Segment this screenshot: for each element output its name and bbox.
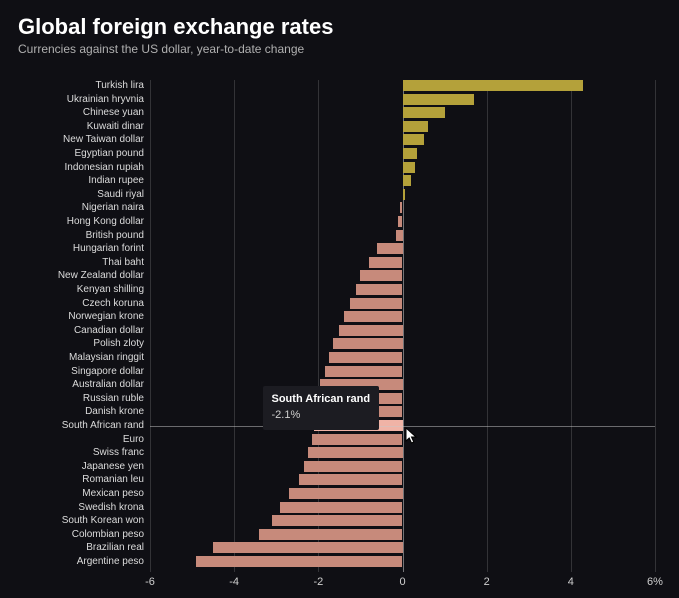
y-tick-label: Turkish lira bbox=[95, 80, 144, 91]
bar[interactable] bbox=[196, 556, 402, 567]
bar[interactable] bbox=[259, 529, 402, 540]
y-tick-label: South Korean won bbox=[62, 515, 144, 526]
bar[interactable] bbox=[308, 447, 403, 458]
gridline bbox=[150, 80, 151, 572]
bar[interactable] bbox=[325, 366, 403, 377]
bar[interactable] bbox=[213, 542, 402, 553]
y-tick-label: Norwegian krone bbox=[68, 311, 144, 322]
bar[interactable] bbox=[403, 175, 411, 186]
y-tick-label: Mexican peso bbox=[82, 488, 144, 499]
y-tick-label: Thai baht bbox=[102, 257, 144, 268]
y-tick-label: Polish zloty bbox=[93, 338, 144, 349]
bar[interactable] bbox=[369, 257, 403, 268]
x-tick-label: -6 bbox=[145, 576, 155, 588]
bar[interactable] bbox=[333, 338, 402, 349]
bar[interactable] bbox=[299, 474, 402, 485]
y-tick-label: Australian dollar bbox=[72, 379, 144, 390]
bar[interactable] bbox=[396, 230, 402, 241]
x-tick-label: 6% bbox=[647, 576, 663, 588]
y-tick-label: Argentine peso bbox=[77, 556, 144, 567]
gridline bbox=[571, 80, 572, 572]
x-tick-label: 0 bbox=[399, 576, 405, 588]
bar[interactable] bbox=[403, 162, 416, 173]
y-tick-label: Indian rupee bbox=[88, 175, 144, 186]
y-tick-label: Saudi riyal bbox=[97, 189, 144, 200]
y-tick-label: Kenyan shilling bbox=[77, 284, 144, 295]
gridline bbox=[655, 80, 656, 572]
highlight-line bbox=[150, 426, 655, 427]
bar[interactable] bbox=[403, 189, 405, 200]
chart-subtitle: Currencies against the US dollar, year-t… bbox=[18, 42, 304, 56]
bar[interactable] bbox=[289, 488, 403, 499]
bar[interactable] bbox=[350, 298, 403, 309]
bar[interactable] bbox=[272, 515, 402, 526]
gridline bbox=[487, 80, 488, 572]
bar[interactable] bbox=[344, 311, 403, 322]
bar[interactable] bbox=[400, 202, 402, 213]
y-tick-label: Indonesian rupiah bbox=[64, 162, 144, 173]
bar[interactable] bbox=[403, 107, 445, 118]
y-tick-label: Egyptian pound bbox=[74, 148, 144, 159]
y-tick-label: New Zealand dollar bbox=[58, 270, 144, 281]
y-tick-label: Swiss franc bbox=[93, 447, 144, 458]
chart-title: Global foreign exchange rates bbox=[18, 14, 333, 40]
gridline bbox=[234, 80, 235, 572]
y-tick-label: Malaysian ringgit bbox=[69, 352, 144, 363]
bar[interactable] bbox=[403, 134, 424, 145]
y-tick-label: Danish krone bbox=[85, 406, 144, 417]
chart-frame: Global foreign exchange rates Currencies… bbox=[0, 0, 679, 598]
bar[interactable] bbox=[329, 352, 403, 363]
y-tick-label: Canadian dollar bbox=[74, 325, 144, 336]
y-tick-label: Singapore dollar bbox=[71, 366, 144, 377]
bar[interactable] bbox=[403, 80, 584, 91]
bar[interactable] bbox=[280, 502, 402, 513]
y-tick-label: Hong Kong dollar bbox=[67, 216, 144, 227]
plot-area[interactable] bbox=[150, 80, 655, 572]
bar[interactable] bbox=[403, 94, 475, 105]
y-tick-label: South African rand bbox=[62, 420, 144, 431]
bar[interactable] bbox=[377, 243, 402, 254]
y-tick-label: Japanese yen bbox=[82, 461, 144, 472]
bar[interactable] bbox=[320, 379, 402, 390]
y-tick-label: Czech koruna bbox=[82, 298, 144, 309]
y-tick-label: Russian ruble bbox=[83, 393, 144, 404]
y-tick-label: British pound bbox=[86, 230, 144, 241]
bar[interactable] bbox=[316, 406, 402, 417]
y-tick-label: Brazilian real bbox=[86, 542, 144, 553]
bar[interactable] bbox=[403, 121, 428, 132]
x-tick-label: -4 bbox=[229, 576, 239, 588]
y-tick-label: Ukrainian hryvnia bbox=[67, 94, 144, 105]
y-tick-label: Romanian leu bbox=[82, 474, 144, 485]
y-tick-label: Kuwaiti dinar bbox=[87, 121, 144, 132]
y-tick-label: Colombian peso bbox=[72, 529, 144, 540]
bar[interactable] bbox=[403, 148, 418, 159]
bar[interactable] bbox=[304, 461, 403, 472]
y-tick-label: Hungarian forint bbox=[73, 243, 144, 254]
bar[interactable] bbox=[360, 270, 402, 281]
x-tick-label: 2 bbox=[484, 576, 490, 588]
y-tick-label: New Taiwan dollar bbox=[63, 134, 144, 145]
bar[interactable] bbox=[356, 284, 402, 295]
bar[interactable] bbox=[312, 434, 402, 445]
bar[interactable] bbox=[318, 393, 402, 404]
y-tick-label: Chinese yuan bbox=[83, 107, 144, 118]
y-tick-label: Swedish krona bbox=[78, 502, 144, 513]
bar[interactable] bbox=[339, 325, 402, 336]
bar[interactable] bbox=[398, 216, 402, 227]
y-tick-label: Nigerian naira bbox=[82, 202, 144, 213]
y-tick-label: Euro bbox=[123, 434, 144, 445]
x-tick-label: 4 bbox=[568, 576, 574, 588]
x-tick-label: -2 bbox=[313, 576, 323, 588]
